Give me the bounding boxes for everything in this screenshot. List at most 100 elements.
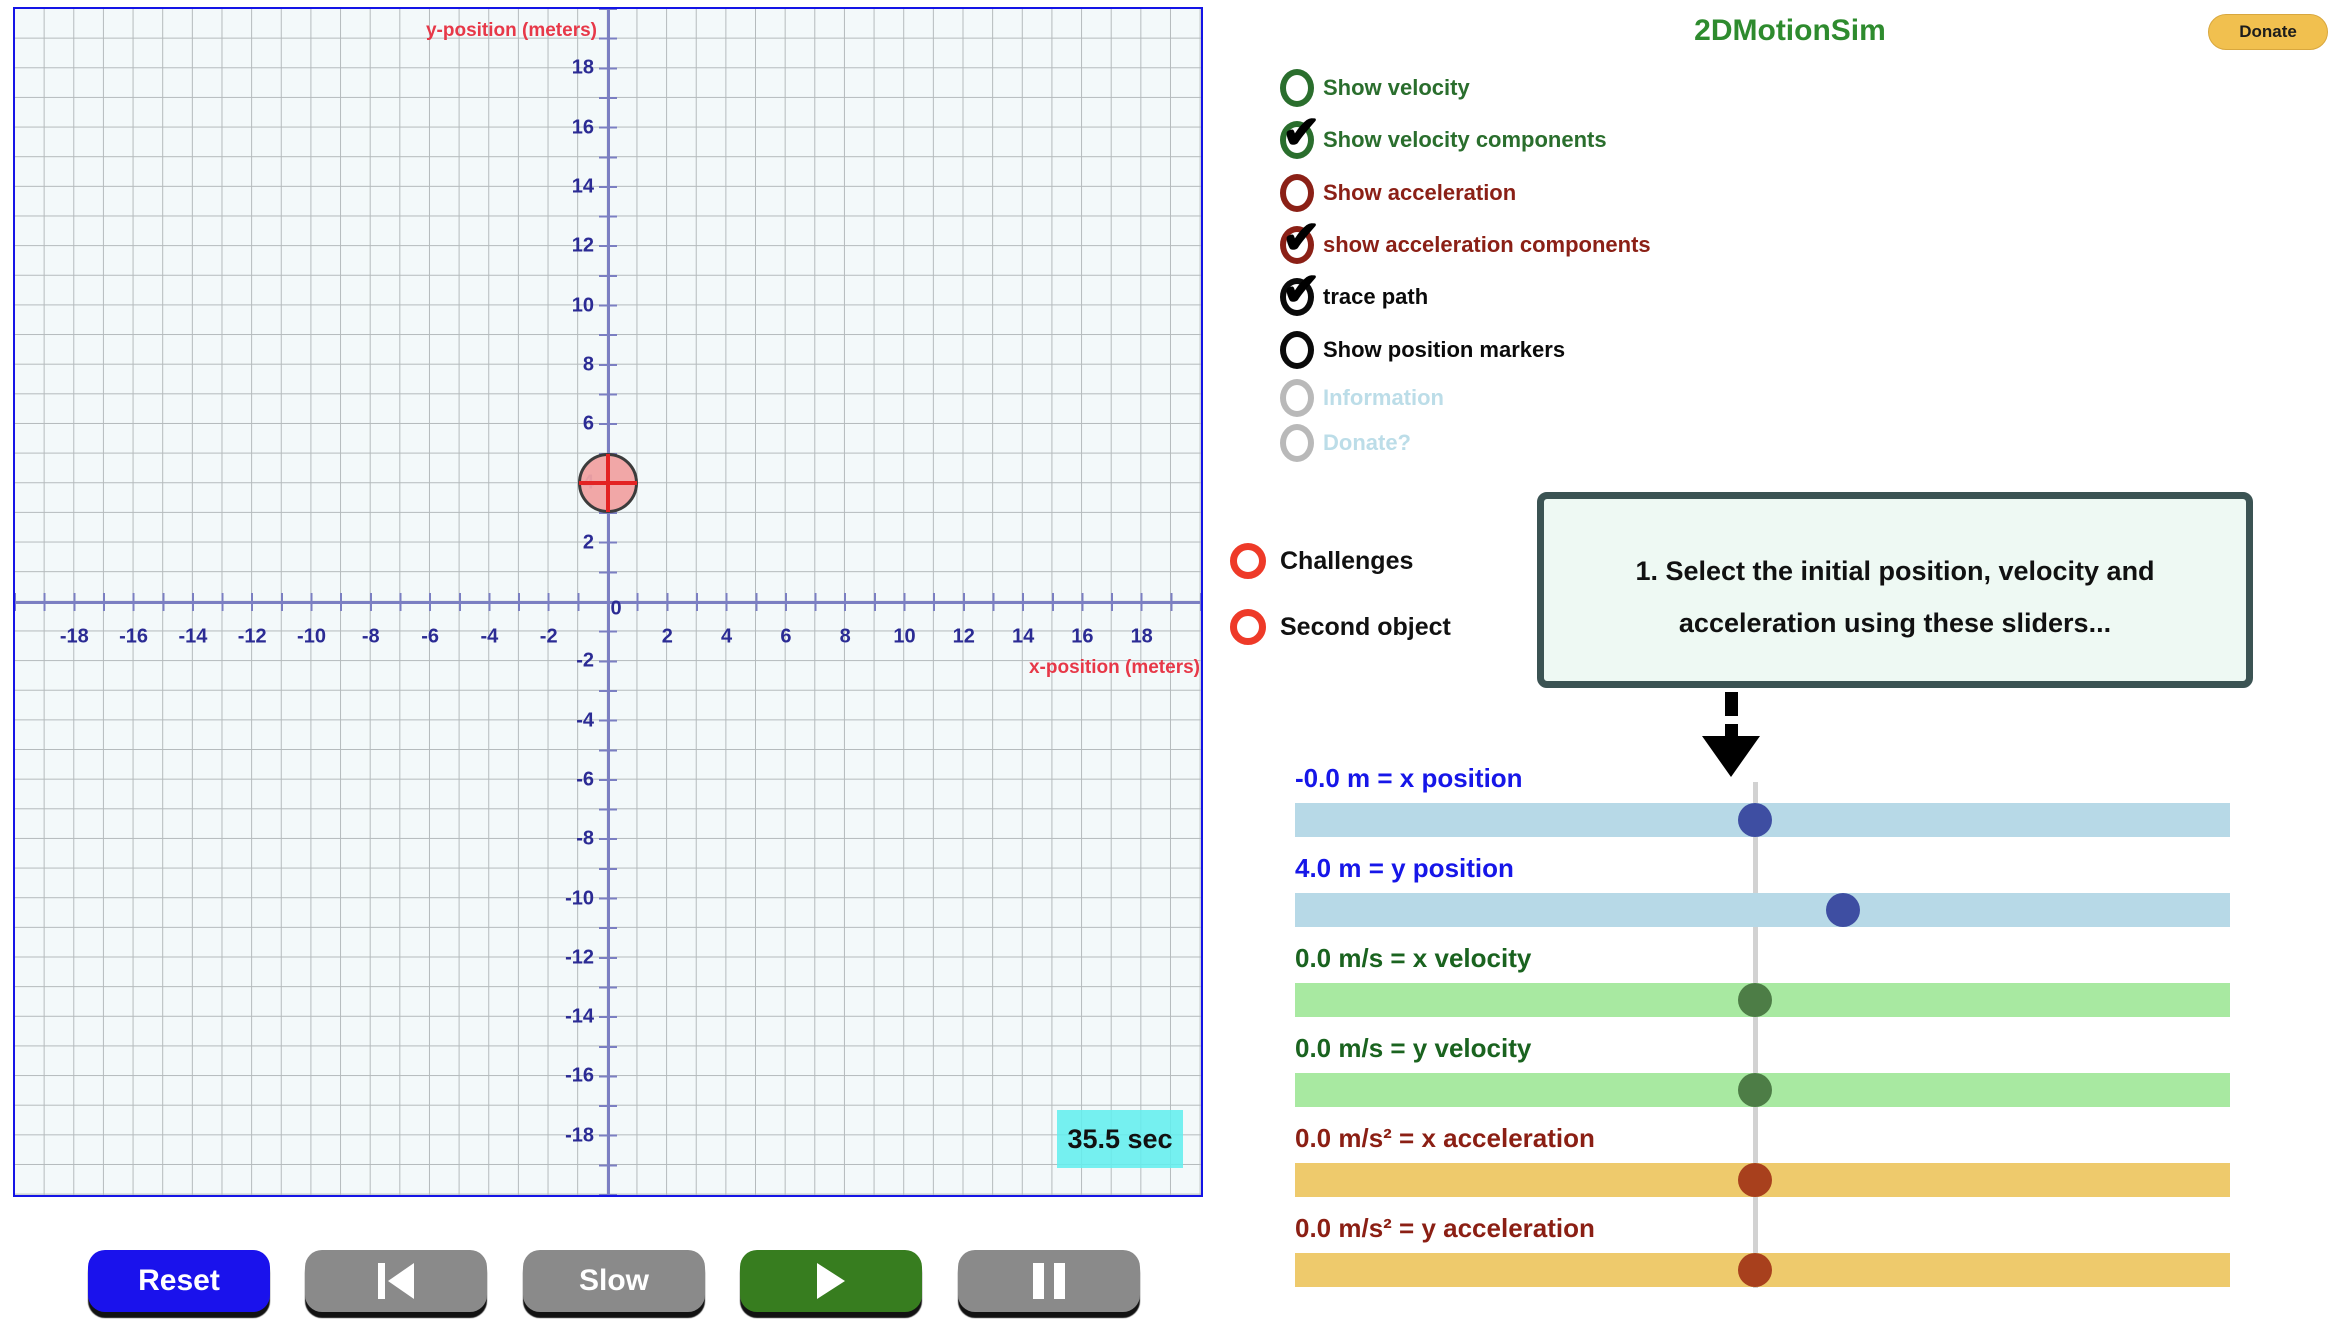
option-show-acceleration: Show acceleration (1280, 172, 1516, 214)
y-tick-label: 16 (571, 116, 594, 139)
option-label: Show acceleration (1323, 180, 1517, 205)
slider-value-y-acceleration: 0.0 m/s² = y acceleration (1295, 1213, 1595, 1243)
y-tick-label: -16 (565, 1064, 594, 1087)
option-donate: Donate? (1280, 422, 1411, 464)
second-object-option: Second object (1230, 606, 1451, 648)
slider-handle-y-velocity[interactable] (1738, 1073, 1773, 1107)
skip-to-start-icon (378, 1263, 385, 1299)
slider-track-x-velocity[interactable] (1295, 983, 2230, 1017)
slider-handle-y-position[interactable] (1825, 893, 1860, 927)
y-tick-label: -8 (576, 827, 594, 850)
x-tick-label: -4 (480, 625, 499, 648)
slider-track-y-position[interactable] (1295, 893, 2230, 927)
donate-button-label: Donate (2239, 22, 2297, 41)
slider-handle-x-position[interactable] (1738, 803, 1773, 837)
radio-second-object[interactable] (1230, 609, 1266, 645)
time-display: 35.5 sec (1057, 1110, 1183, 1168)
checkbox-show-velocity[interactable] (1280, 69, 1314, 107)
slider-track-y-acceleration[interactable] (1295, 1253, 2230, 1287)
instruction-line-2: acceleration using these sliders... (1678, 608, 2112, 638)
checkmark-icon: ✔ (1282, 106, 1321, 158)
slider-value-y-velocity: 0.0 m/s = y velocity (1295, 1033, 1532, 1063)
slider-track-x-acceleration[interactable] (1295, 1163, 2230, 1197)
play-icon (817, 1263, 845, 1299)
slow-button-label: Slow (578, 1264, 649, 1297)
option-information: Information (1280, 377, 1444, 419)
down-arrow-icon (1725, 692, 1738, 716)
slider-center-guide-line (1753, 782, 1758, 1288)
y-axis-title: y-position (meters) (425, 20, 597, 41)
option-show-velocity: Show velocity (1280, 67, 1470, 109)
reset-button[interactable]: Reset (88, 1250, 270, 1312)
x-tick-label: -16 (119, 625, 149, 648)
y-tick-label: -12 (565, 946, 594, 969)
ball-y-component-line (606, 454, 610, 513)
checkmark-icon: ✔ (1282, 263, 1321, 315)
slider-track-x-position[interactable] (1295, 803, 2230, 837)
slider-value-x-velocity: 0.0 m/s = x velocity (1295, 943, 1532, 973)
step-back-button[interactable] (305, 1250, 487, 1312)
down-arrow-icon (1725, 724, 1738, 736)
x-tick-label: 6 (780, 625, 792, 648)
origin-label: 0 (610, 597, 622, 620)
checkbox-show-velocity-components[interactable]: ✔ (1280, 109, 1321, 159)
y-tick-label: 8 (582, 353, 594, 376)
x-tick-label: -8 (361, 625, 380, 648)
y-tick-label: 18 (571, 56, 594, 79)
option-label: Show velocity components (1323, 127, 1607, 152)
option-label: Donate? (1323, 430, 1411, 455)
skip-to-start-icon (388, 1263, 414, 1299)
radio-challenges[interactable] (1230, 543, 1266, 579)
slider-handle-y-acceleration[interactable] (1738, 1253, 1773, 1287)
graph-grid: -18 -16 -14 -12 -10 -8 -6 -4 -2 2 4 6 8 10 12 14 16 18 18… (15, 9, 1201, 1195)
x-tick-label: -6 (421, 625, 439, 648)
y-tick-label: 10 (571, 294, 594, 316)
option-label: Second object (1280, 612, 1451, 641)
y-tick-label: -18 (565, 1124, 594, 1147)
x-tick-label: -14 (178, 625, 208, 648)
x-tick-label: 10 (893, 625, 916, 648)
y-axis-ticks (599, 9, 617, 1195)
x-tick-label: 12 (952, 625, 975, 648)
option-label: Show position markers (1323, 337, 1566, 362)
option-label: Information (1323, 385, 1444, 410)
reset-button-label: Reset (138, 1264, 220, 1297)
checkmark-icon: ✔ (1282, 211, 1321, 263)
y-tick-label: 6 (582, 412, 594, 435)
down-arrow-icon (1702, 736, 1760, 777)
slow-button[interactable]: Slow (523, 1250, 705, 1312)
pause-icon (1033, 1263, 1044, 1299)
x-tick-label: 8 (839, 625, 851, 648)
y-tick-label: -2 (576, 649, 594, 672)
slider-value-x-acceleration: 0.0 m/s² = x acceleration (1295, 1123, 1595, 1153)
position-graph[interactable]: -18 -16 -14 -12 -10 -8 -6 -4 -2 2 4 6 8 10 12 14 16 18 18… (13, 7, 1203, 1197)
x-axis-title: x-position (meters) (1028, 657, 1200, 678)
checkbox-show-acceleration-components[interactable]: ✔ (1280, 214, 1321, 264)
y-tick-label: -6 (576, 768, 594, 791)
slider-handle-x-velocity[interactable] (1738, 983, 1773, 1017)
checkbox-information[interactable] (1280, 379, 1314, 417)
checkbox-show-acceleration[interactable] (1280, 174, 1314, 212)
play-button[interactable] (740, 1250, 922, 1312)
instruction-tooltip: 1. Select the initial position, velocity… (1537, 492, 2253, 688)
checkbox-donate[interactable] (1280, 424, 1314, 462)
slider-track-y-velocity[interactable] (1295, 1073, 2230, 1107)
x-tick-label: 4 (721, 625, 733, 648)
page-title: 2DMotionSim (1694, 14, 1886, 47)
checkbox-show-position-markers[interactable] (1280, 331, 1314, 369)
option-label: Show velocity (1323, 75, 1470, 100)
x-tick-label: -12 (237, 625, 267, 648)
pause-icon (1054, 1263, 1065, 1299)
object-ball[interactable] (578, 453, 638, 514)
option-label: show acceleration components (1323, 232, 1651, 257)
option-show-velocity-components: ✔ Show velocity components (1280, 109, 1607, 161)
slider-handle-x-acceleration[interactable] (1738, 1163, 1773, 1197)
slider-value-y-position: 4.0 m = y position (1295, 853, 1514, 883)
checkbox-trace-path[interactable]: ✔ (1280, 266, 1321, 316)
x-tick-label: 16 (1071, 625, 1094, 648)
x-tick-label: -18 (59, 625, 89, 648)
donate-button[interactable]: Donate (2208, 14, 2328, 50)
x-tick-label: -2 (539, 625, 558, 648)
y-tick-label: -4 (576, 709, 594, 732)
pause-button[interactable] (958, 1250, 1140, 1312)
